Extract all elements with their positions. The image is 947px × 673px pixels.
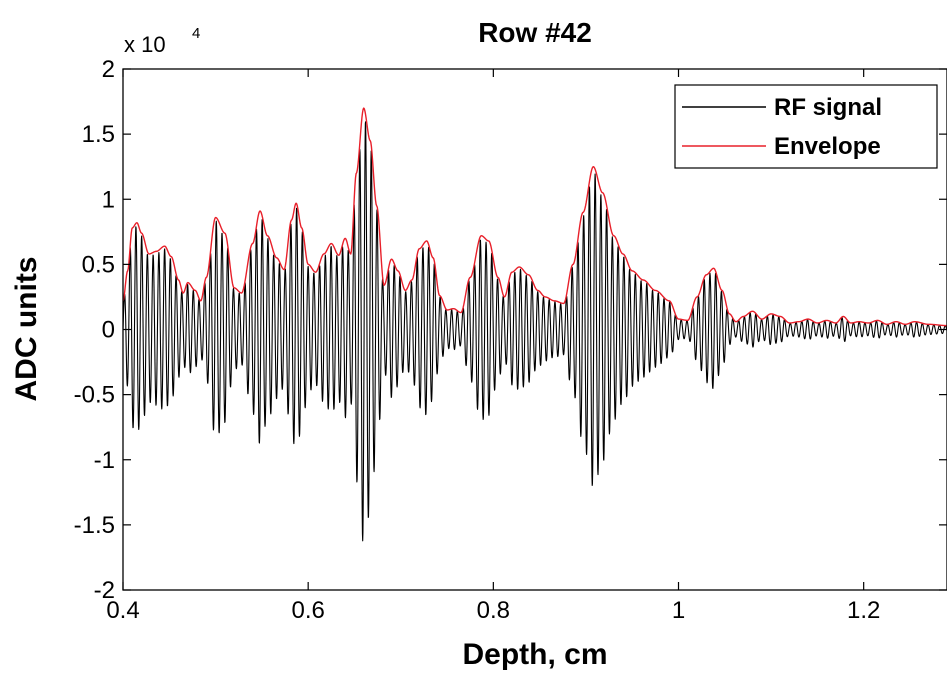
y-axis: -2 -1.5 -1 -0.5 0 0.5 1 1.5 2 — [74, 56, 947, 604]
y-multiplier-exponent: 4 — [192, 25, 200, 42]
y-axis-multiplier: x 10 4 — [124, 25, 200, 57]
y-tick-label: -1.5 — [74, 512, 115, 539]
legend-box — [674, 84, 938, 169]
plot-series — [123, 107, 947, 542]
series-line-rf-signal — [123, 121, 947, 542]
y-tick-label: 1.5 — [82, 121, 115, 148]
y-tick-label: 0 — [102, 317, 115, 344]
y-tick-label: -0.5 — [74, 382, 115, 409]
y-axis-title: ADC units — [10, 257, 43, 402]
chart-title: Row #42 — [478, 17, 592, 48]
x-axis-title: Depth, cm — [462, 638, 607, 671]
x-tick-label: 0.6 — [291, 597, 324, 624]
x-axis: 0.4 0.6 0.8 1 1.2 — [106, 69, 880, 624]
y-tick-label: 2 — [102, 56, 115, 83]
y-tick-label: 1 — [102, 186, 115, 213]
y-tick-label: -2 — [94, 577, 115, 604]
y-tick-label: 0.5 — [82, 251, 115, 278]
legend: RF signal Envelope — [674, 84, 938, 169]
series-line-envelope — [123, 107, 947, 327]
legend-label-envelope: Envelope — [774, 133, 881, 160]
x-tick-label: 1.2 — [847, 597, 880, 624]
y-tick-label: -1 — [94, 447, 115, 474]
y-multiplier-base: x 10 — [124, 32, 166, 57]
x-tick-label: 0.4 — [106, 597, 139, 624]
x-tick-label: 1 — [672, 597, 685, 624]
x-tick-label: 0.8 — [477, 597, 510, 624]
legend-label-rf-signal: RF signal — [774, 94, 882, 121]
